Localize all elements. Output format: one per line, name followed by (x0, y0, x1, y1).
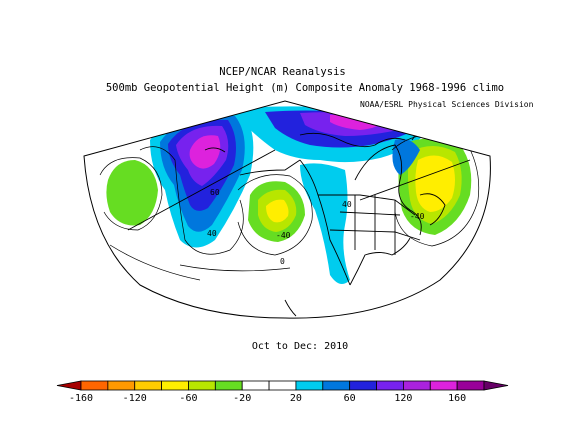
color-bar-cell (161, 380, 189, 391)
color-bar-cell (241, 380, 270, 391)
color-bar-tick-label: -120 (122, 393, 147, 404)
color-bar-cell (322, 380, 351, 391)
color-bar-cell (429, 380, 458, 391)
map-frame (83, 100, 491, 319)
chart-title: NCEP/NCAR Reanalysis (219, 66, 346, 78)
color-bar-tick-label: 20 (289, 393, 302, 404)
color-bar-cell (376, 380, 404, 391)
color-bar-cell (295, 380, 324, 391)
color-bar-tick-label: 160 (448, 393, 467, 404)
color-bar-tick-label: -60 (179, 393, 198, 404)
color-bar-tick-label: -160 (68, 393, 94, 404)
color-bar-cell (402, 380, 431, 391)
color-bar-cell (456, 380, 485, 391)
color-bar-low-arrow (56, 380, 82, 391)
period-label: Oct to Dec: 2010 (251, 341, 349, 352)
color-bar-cell (134, 380, 163, 391)
color-bar-cell (349, 380, 377, 391)
contour-label-group: 60 40 -40 0 40 -40 (207, 188, 425, 266)
color-bar-tick-label: -20 (233, 393, 252, 404)
color-bar-cells (56, 380, 509, 391)
color-bar-cell (188, 380, 216, 391)
color-bar-cell (268, 380, 297, 391)
contour-label: 40 (342, 200, 352, 209)
contour-label: -40 (276, 231, 291, 240)
color-bar-tick-label: 120 (394, 393, 413, 404)
chart-subtitle: 500mb Geopotential Height (m) Composite … (105, 82, 505, 94)
contour-label: 40 (207, 229, 217, 238)
contour-label: 0 (280, 257, 285, 266)
color-bar-cell (107, 380, 136, 391)
credit-label: NOAA/ESRL Physical Sciences Division (360, 100, 534, 109)
coastlines (204, 115, 446, 317)
graticule-lines (127, 149, 471, 231)
color-bar-tick-label: 60 (343, 393, 356, 404)
contour-label: 60 (210, 188, 220, 197)
color-bar-cell (214, 380, 243, 391)
contour-label: -40 (410, 212, 425, 221)
color-bar-cell (80, 380, 109, 391)
color-bar-high-arrow (483, 380, 509, 391)
